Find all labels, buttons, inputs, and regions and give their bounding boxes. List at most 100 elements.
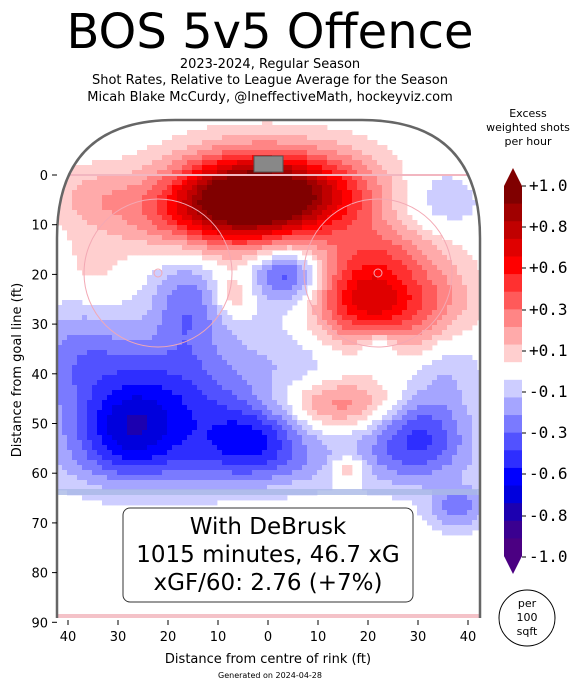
heatmap-cell	[277, 300, 283, 306]
heatmap-cell	[437, 465, 443, 471]
heatmap-cell	[292, 160, 298, 166]
heatmap-cell	[332, 310, 338, 316]
heatmap-cell	[202, 160, 208, 166]
heatmap-cell	[62, 420, 68, 426]
heatmap-cell	[352, 260, 358, 266]
heatmap-cell	[247, 450, 253, 456]
heatmap-cell	[162, 360, 168, 366]
heatmap-cell	[217, 200, 223, 206]
heatmap-cell	[472, 395, 478, 401]
heatmap-cell	[352, 345, 358, 351]
heatmap-cell	[382, 185, 388, 191]
heatmap-cell	[82, 395, 88, 401]
heatmap-cell	[272, 455, 278, 461]
heatmap-cell	[127, 385, 133, 391]
heatmap-cell	[252, 210, 258, 216]
heatmap-cell	[462, 300, 468, 306]
heatmap-cell	[92, 470, 98, 476]
heatmap-cell	[92, 260, 98, 266]
heatmap-cell	[322, 210, 328, 216]
heatmap-cell	[102, 190, 108, 196]
heatmap-cell	[362, 255, 368, 261]
heatmap-cell	[457, 445, 463, 451]
heatmap-cell	[132, 185, 138, 191]
heatmap-cell	[342, 265, 348, 271]
heatmap-cell	[237, 415, 243, 421]
heatmap-cell	[447, 280, 453, 286]
heatmap-cell	[377, 185, 383, 191]
heatmap-cell	[82, 270, 88, 276]
heatmap-cell	[272, 420, 278, 426]
heatmap-cell	[462, 455, 468, 461]
heatmap-cell	[472, 450, 478, 456]
heatmap-cell	[427, 260, 433, 266]
heatmap-cell	[472, 420, 478, 426]
heatmap-cell	[267, 260, 273, 266]
heatmap-cell	[387, 325, 393, 331]
heatmap-cell	[472, 270, 478, 276]
heatmap-cell	[257, 130, 263, 136]
heatmap-cell	[92, 355, 98, 361]
heatmap-cell	[257, 190, 263, 196]
heatmap-cell	[442, 410, 448, 416]
heatmap-cell	[462, 465, 468, 471]
heatmap-cell	[122, 180, 128, 186]
heatmap-cell	[162, 425, 168, 431]
heatmap-cell	[257, 465, 263, 471]
heatmap-cell	[217, 245, 223, 251]
heatmap-cell	[192, 280, 198, 286]
heatmap-cell	[132, 375, 138, 381]
heatmap-cell	[257, 140, 263, 146]
heatmap-cell	[402, 235, 408, 241]
heatmap-cell	[337, 170, 343, 176]
heatmap-cell	[337, 150, 343, 156]
heatmap-cell	[147, 215, 153, 221]
heatmap-cell	[432, 395, 438, 401]
heatmap-cell	[112, 165, 118, 171]
heatmap-cell	[262, 440, 268, 446]
heatmap-cell	[67, 195, 73, 201]
heatmap-cell	[362, 170, 368, 176]
heatmap-cell	[192, 315, 198, 321]
heatmap-cell	[217, 180, 223, 186]
heatmap-cell	[222, 225, 228, 231]
heatmap-cell	[212, 460, 218, 466]
heatmap-cell	[117, 430, 123, 436]
heatmap-cell	[357, 295, 363, 301]
heatmap-cell	[197, 195, 203, 201]
heatmap-cell	[222, 340, 228, 346]
heatmap-cell	[167, 170, 173, 176]
heatmap-cell	[287, 455, 293, 461]
heatmap-cell	[362, 195, 368, 201]
heatmap-cell	[112, 360, 118, 366]
heatmap-cell	[187, 235, 193, 241]
heatmap-cell	[72, 440, 78, 446]
heatmap-cell	[437, 180, 443, 186]
heatmap-cell	[237, 150, 243, 156]
heatmap-cell	[217, 335, 223, 341]
heatmap-cell	[127, 340, 133, 346]
heatmap-cell	[222, 260, 228, 266]
heatmap-cell	[82, 455, 88, 461]
heatmap-cell	[222, 185, 228, 191]
heatmap-cell	[397, 195, 403, 201]
heatmap-cell	[312, 245, 318, 251]
heatmap-cell	[237, 395, 243, 401]
heatmap-cell	[167, 210, 173, 216]
heatmap-cell	[207, 245, 213, 251]
heatmap-cell	[287, 245, 293, 251]
heatmap-cell	[447, 215, 453, 221]
heatmap-cell	[397, 185, 403, 191]
heatmap-cell	[192, 390, 198, 396]
heatmap-cell	[362, 295, 368, 301]
heatmap-cell	[437, 455, 443, 461]
heatmap-cell	[157, 395, 163, 401]
heatmap-cell	[187, 220, 193, 226]
heatmap-cell	[192, 410, 198, 416]
heatmap-cell	[427, 335, 433, 341]
heatmap-cell	[57, 465, 63, 471]
heatmap-cell	[407, 460, 413, 466]
heatmap-cell	[157, 440, 163, 446]
heatmap-cell	[362, 180, 368, 186]
heatmap-cell	[187, 450, 193, 456]
